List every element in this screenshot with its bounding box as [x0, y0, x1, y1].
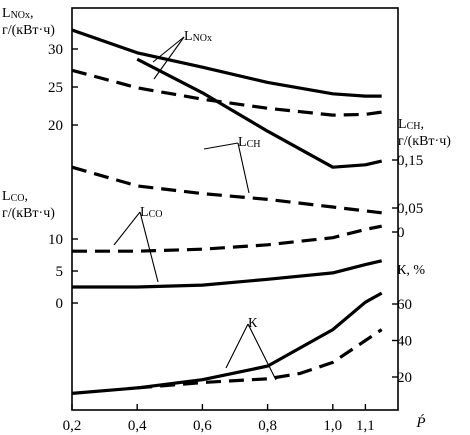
x-tick-label: 0,2	[63, 418, 82, 434]
label-leader-line	[203, 142, 239, 150]
x-tick-label: 0,8	[258, 418, 277, 434]
label-leader-line	[237, 142, 250, 194]
k-tick-label: 20	[397, 370, 412, 386]
x-tick-label: 1,1	[356, 418, 375, 434]
label-leader-line	[153, 36, 185, 80]
nox-axis-title: LNOx,	[2, 6, 34, 21]
k-axis-title: К, %	[397, 263, 425, 278]
x-tick-label: 0,6	[193, 418, 212, 434]
label-leader-line	[113, 211, 141, 246]
ch-tick-label: 0,05	[397, 201, 423, 217]
k-tick-label: 40	[397, 334, 412, 350]
x-axis-label: Ṕ	[415, 414, 425, 431]
series-k-dashed-line	[137, 328, 383, 390]
k-curve-label: К	[248, 316, 258, 331]
label-leader-line	[139, 211, 159, 283]
nox-tick-label: 30	[48, 42, 63, 58]
ch-tick-label: 0	[397, 225, 405, 241]
co-tick-label: 0	[56, 296, 64, 312]
co-curve-label: LCO	[140, 205, 162, 220]
nox-tick-label: 25	[48, 80, 63, 96]
co-axis-title: LCO,	[2, 189, 28, 204]
ch-tick-label: 0,15	[397, 153, 423, 169]
series-layer	[71, 28, 383, 395]
k-tick-label: 60	[397, 297, 412, 313]
x-tick-label: 1,0	[323, 418, 342, 434]
chart-frame	[71, 7, 399, 411]
co-tick-label: 5	[56, 264, 64, 280]
tick-layer: 0,2 0,4 0,6 0,8 1,0 1,1 Ṕ 20 25 30 0 5 10 0 0,05 0,15 2…	[48, 42, 426, 434]
co-tick-label: 10	[48, 232, 63, 248]
series-co-dashed-line	[72, 224, 383, 253]
series-ch-solid-line	[136, 57, 383, 169]
series-co-solid-line	[72, 259, 383, 289]
label-leader-layer	[113, 36, 277, 381]
plot-frame	[71, 7, 399, 411]
x-tick-label: 0,4	[128, 418, 147, 434]
series-k-solid-line	[71, 291, 383, 395]
axis-title-layer: LNOx, г/(кВт·ч) LCH, г/(кВт·ч) LCO, г/(кВт·ч)…	[2, 6, 451, 331]
ch-axis-title-unit: г/(кВт·ч)	[398, 134, 451, 149]
nox-curve-label: LNOx	[184, 29, 212, 44]
nox-axis-title-unit: г/(кВт·ч)	[2, 23, 55, 38]
label-leader-line	[247, 323, 277, 381]
label-leader-line	[152, 36, 185, 63]
ch-axis-title: LCH,	[398, 117, 424, 132]
series-nox-solid-line	[71, 28, 382, 98]
label-leader-line	[225, 323, 249, 369]
nox-tick-label: 20	[48, 118, 63, 134]
co-axis-title-unit: г/(кВт·ч)	[2, 206, 55, 221]
ch-curve-label: LCH	[238, 135, 260, 150]
series-ch-dashed-line	[71, 165, 382, 215]
